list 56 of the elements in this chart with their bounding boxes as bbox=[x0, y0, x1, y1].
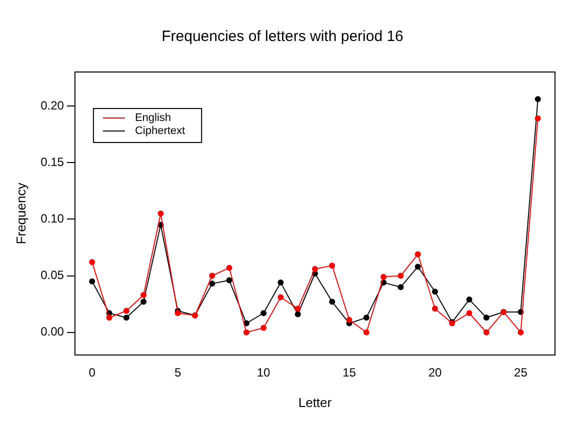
point bbox=[140, 298, 147, 305]
x-tick-label: 20 bbox=[428, 366, 442, 380]
point bbox=[363, 314, 370, 321]
point bbox=[414, 251, 421, 258]
point bbox=[89, 259, 96, 266]
point bbox=[294, 306, 301, 312]
point bbox=[483, 314, 490, 321]
point bbox=[398, 272, 404, 279]
point bbox=[432, 306, 438, 312]
chart-title: Frequencies of letters with period 16 bbox=[162, 28, 404, 46]
point bbox=[363, 329, 370, 336]
point bbox=[414, 264, 421, 270]
y-axis-title: Frequency bbox=[13, 182, 28, 244]
point bbox=[209, 280, 216, 287]
point bbox=[312, 266, 318, 272]
y-tick-label: 0.00 bbox=[40, 324, 64, 339]
point bbox=[380, 274, 387, 280]
point bbox=[226, 264, 232, 271]
point bbox=[226, 277, 232, 284]
point bbox=[243, 329, 250, 336]
x-tick-label: 25 bbox=[514, 366, 528, 380]
point bbox=[534, 96, 541, 102]
legend-label: Ciphertext bbox=[134, 125, 186, 138]
point bbox=[398, 284, 404, 290]
point bbox=[329, 262, 336, 269]
point bbox=[106, 314, 112, 321]
x-tick-label: 5 bbox=[174, 366, 182, 380]
point bbox=[432, 288, 438, 295]
point bbox=[209, 272, 216, 279]
point bbox=[294, 311, 301, 318]
x-axis-title: Letter bbox=[298, 394, 332, 410]
point bbox=[278, 294, 284, 300]
point bbox=[329, 298, 336, 305]
point bbox=[278, 280, 284, 286]
point bbox=[483, 329, 490, 336]
point bbox=[174, 310, 181, 316]
point bbox=[140, 292, 147, 298]
point bbox=[466, 296, 472, 303]
point bbox=[89, 278, 96, 284]
y-tick-label: 0.20 bbox=[40, 98, 64, 112]
point bbox=[346, 316, 352, 323]
y-tick-label: 0.15 bbox=[40, 154, 64, 169]
x-tick-label: 10 bbox=[256, 366, 271, 380]
point bbox=[260, 324, 267, 331]
point bbox=[123, 308, 130, 314]
point bbox=[466, 310, 472, 316]
y-tick-label: 0.10 bbox=[40, 211, 64, 226]
point bbox=[518, 329, 524, 336]
legend-label: English bbox=[134, 112, 172, 124]
x-tick-label: 15 bbox=[342, 366, 356, 380]
point bbox=[123, 314, 130, 321]
y-tick-label: 0.05 bbox=[40, 268, 64, 282]
point bbox=[260, 310, 267, 316]
point bbox=[534, 115, 541, 122]
x-tick-label: 0 bbox=[88, 366, 96, 380]
point bbox=[158, 210, 164, 216]
